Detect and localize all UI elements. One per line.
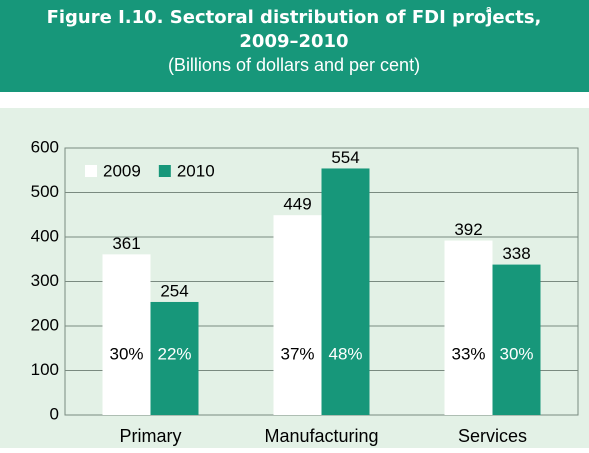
x-tick-label: Primary xyxy=(120,426,182,446)
value-label: 449 xyxy=(283,195,311,214)
bar xyxy=(273,215,322,415)
legend-label: 2010 xyxy=(177,161,215,180)
share-label: 30% xyxy=(499,344,533,363)
chart-title: Figure I.10. Sectoral distribution of FD… xyxy=(47,7,542,28)
value-label: 392 xyxy=(454,220,482,239)
y-tick-label: 300 xyxy=(31,271,59,290)
x-tick-label: Manufacturing xyxy=(264,426,378,446)
y-tick-label: 100 xyxy=(31,360,59,379)
bar xyxy=(444,240,493,415)
y-tick-label: 400 xyxy=(31,226,59,245)
share-label: 37% xyxy=(280,344,314,363)
share-label: 22% xyxy=(157,344,191,363)
chart-subtitle: (Billions of dollars and per cent) xyxy=(168,55,420,75)
title-note: a xyxy=(486,5,492,16)
legend-label: 2009 xyxy=(103,161,141,180)
bar xyxy=(102,254,151,415)
y-tick-label: 0 xyxy=(50,404,59,423)
value-label: 554 xyxy=(331,148,359,167)
share-label: 48% xyxy=(328,344,362,363)
chart-title-line2: 2009–2010 xyxy=(239,31,348,52)
share-label: 30% xyxy=(109,344,143,363)
value-label: 254 xyxy=(160,281,188,300)
share-label: 33% xyxy=(451,344,485,363)
y-tick-label: 200 xyxy=(31,315,59,334)
bar xyxy=(492,264,541,415)
legend-swatch xyxy=(158,165,171,177)
value-label: 338 xyxy=(502,244,530,263)
bar xyxy=(150,301,199,415)
bar xyxy=(321,168,370,415)
y-tick-label: 600 xyxy=(31,137,59,156)
y-tick-label: 500 xyxy=(31,182,59,201)
header-band xyxy=(0,0,589,92)
legend-swatch xyxy=(85,165,97,177)
value-label: 361 xyxy=(112,234,140,253)
x-tick-label: Services xyxy=(458,426,527,446)
